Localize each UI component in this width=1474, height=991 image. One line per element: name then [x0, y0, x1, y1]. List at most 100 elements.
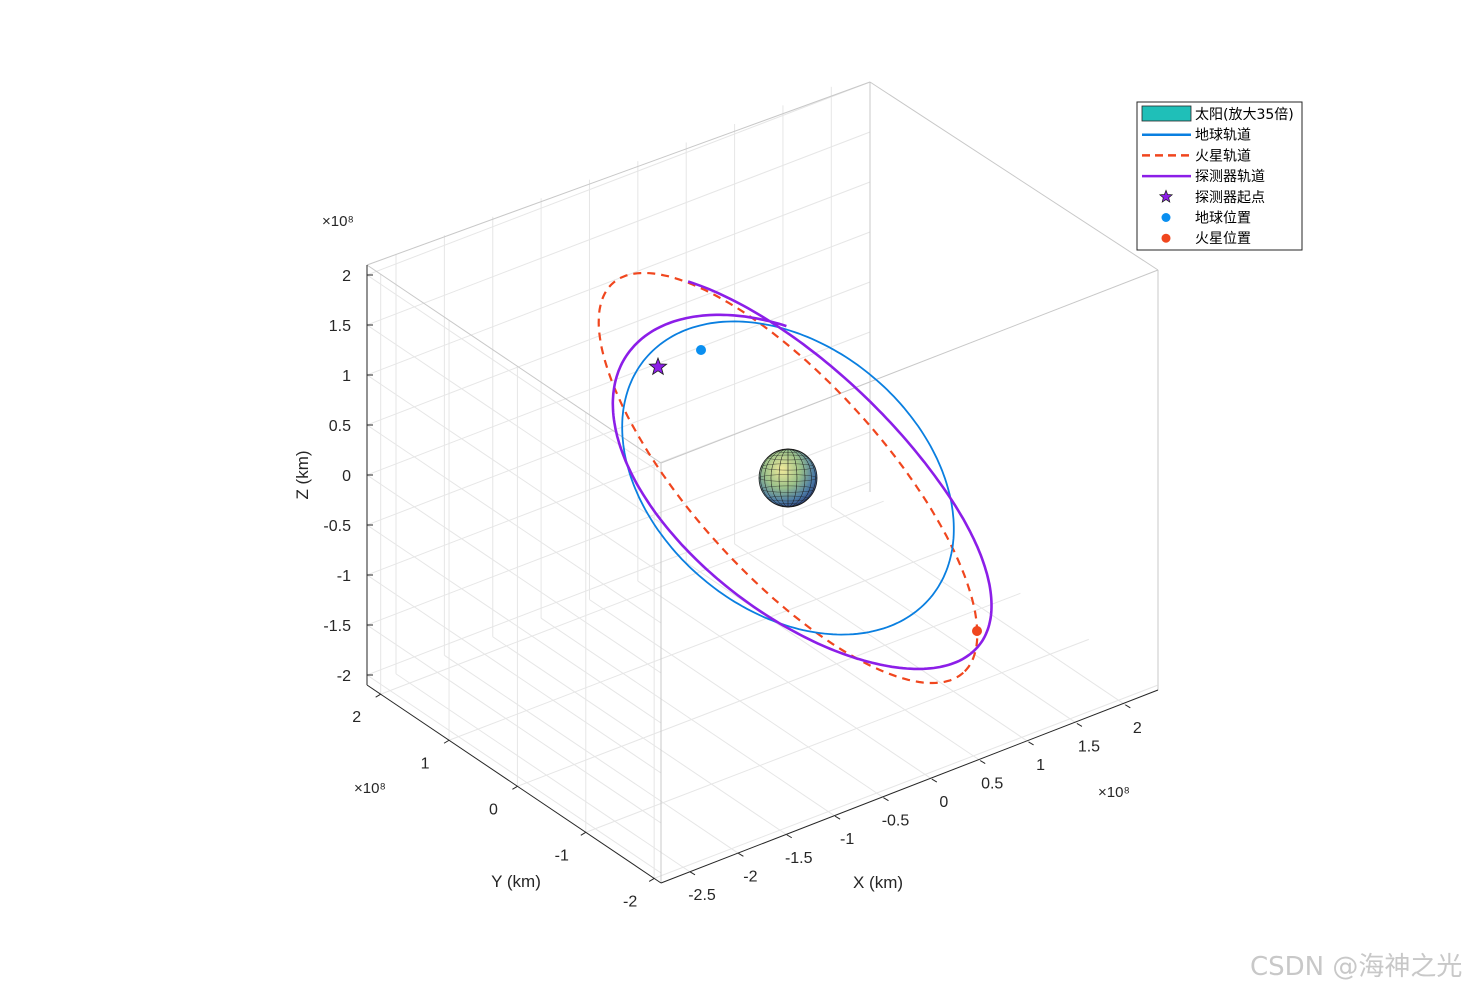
y-tick-mark: [443, 739, 450, 744]
sun-mesh-line: [760, 485, 816, 493]
probe-start-marker: [648, 356, 668, 376]
box-edge: [366, 264, 662, 464]
tick-labels: -2.5 -2 -1.5 -1 -0.5 0 0.5 1 1.5 2 -2 -1 0 1 2 -2 -1.5 -1…: [323, 268, 1141, 910]
z-tick-label: -1: [337, 568, 351, 585]
y-tick-label: -1: [555, 847, 569, 864]
legend-label: 探测器轨道: [1195, 169, 1265, 185]
x-tick-mark: [786, 834, 793, 839]
grid-line: [685, 562, 981, 761]
grid-line: [585, 638, 1089, 833]
grid-line: [517, 592, 1021, 787]
x-tick-mark: [1125, 704, 1131, 709]
grid-line: [395, 673, 691, 873]
axis-line: [366, 684, 662, 884]
grid-line: [365, 331, 871, 724]
x-tick-label: 0: [939, 794, 948, 811]
grid-line: [444, 654, 739, 854]
y-exponent-label: ×10⁸: [354, 780, 386, 797]
z-tick-label: 0.5: [329, 418, 351, 435]
grid-line: [540, 617, 836, 817]
legend-swatch: [1141, 105, 1192, 122]
legend-label: 地球位置: [1195, 211, 1251, 227]
legend-label: 探测器起点: [1195, 190, 1265, 206]
y-tick-mark: [375, 693, 381, 698]
grid-line: [380, 500, 884, 695]
z-tick-label: 1.5: [329, 318, 351, 335]
x-tick-label: 1: [1036, 757, 1045, 774]
y-tick-label: -2: [623, 893, 637, 910]
x-tick-label: 1.5: [1078, 738, 1100, 755]
x-tick-label: 2: [1133, 720, 1142, 737]
sun-mesh-line: [760, 463, 816, 471]
series-group: [597, 271, 993, 685]
legend-item: 火星轨道: [1142, 148, 1251, 164]
z-axis-label: Z (km): [293, 450, 312, 499]
z-tick-label: 2: [342, 268, 351, 285]
z-tick-label: -1.5: [323, 618, 351, 635]
legend-item: 太阳(放大35倍): [1141, 105, 1294, 123]
legend-swatch: [1161, 213, 1171, 222]
grid-line: [831, 506, 1126, 706]
earth-orbit: [621, 320, 955, 636]
legend-item: 探测器轨道: [1142, 169, 1265, 185]
x-axis-label: X (km): [853, 873, 903, 892]
x-exponent-label: ×10⁸: [1098, 784, 1130, 801]
grid-line: [653, 684, 1158, 879]
box-edge: [366, 81, 871, 266]
y-tick-mark: [580, 831, 587, 836]
x-tick-label: -1.5: [785, 850, 813, 867]
legend-label: 地球轨道: [1195, 128, 1251, 144]
grid-line: [637, 580, 933, 780]
watermark: CSDN @海神之光: [1250, 952, 1462, 982]
sun-mesh-line: [758, 474, 818, 482]
earth-position-marker: [696, 345, 706, 355]
legend-label: 太阳(放大35倍): [1195, 107, 1294, 123]
legend-item: 地球轨道: [1142, 128, 1251, 144]
box-edge: [660, 269, 1159, 464]
grid-line: [492, 636, 788, 836]
x-tick-mark: [689, 871, 696, 876]
probe-orbit: [611, 280, 993, 671]
grid-line: [365, 481, 871, 874]
legend-item: 火星位置: [1161, 231, 1251, 247]
legend-item: 地球位置: [1161, 211, 1251, 227]
mars-orbit: [597, 271, 979, 685]
z-tick-label: 1: [342, 368, 351, 385]
x-tick-label: -2: [743, 868, 757, 885]
z-tick-label: -2: [337, 668, 351, 685]
y-tick-label: 2: [352, 709, 361, 726]
x-tick-label: 0.5: [981, 776, 1003, 793]
mars-position-marker: [972, 626, 982, 636]
z-exponent-label: ×10⁸: [322, 213, 354, 230]
grid-line: [734, 543, 1029, 743]
y-tick-mark: [648, 877, 655, 882]
grid-line: [589, 599, 884, 799]
x-tick-mark: [979, 760, 986, 764]
sun-mesh-line: [767, 454, 809, 461]
z-tick-label: -0.5: [323, 518, 351, 535]
box-edge: [869, 81, 1159, 271]
x-tick-label: -0.5: [882, 813, 910, 830]
x-tick-mark: [738, 852, 744, 857]
grid-line: [782, 524, 1078, 724]
x-tick-mark: [883, 797, 889, 802]
y-tick-mark: [512, 785, 518, 790]
grid-line: [365, 181, 871, 574]
legend-swatch: [1161, 233, 1171, 243]
y-tick-label: 0: [489, 801, 498, 818]
sun-mesh-line: [760, 448, 816, 508]
legend-item: 探测器起点: [1158, 189, 1265, 206]
sun-sphere: [758, 448, 818, 508]
x-tick-label: -2.5: [688, 887, 716, 904]
legend-label: 火星轨道: [1195, 148, 1251, 164]
axis-line: [660, 689, 1159, 884]
grid-line: [448, 546, 953, 741]
y-axis-label: Y (km): [491, 872, 541, 891]
grid-line: [365, 81, 871, 474]
x-tick-label: -1: [840, 831, 854, 848]
x-tick-mark: [1028, 741, 1034, 746]
legend-swatch: [1158, 189, 1174, 203]
sun-mesh-line: [767, 495, 809, 502]
